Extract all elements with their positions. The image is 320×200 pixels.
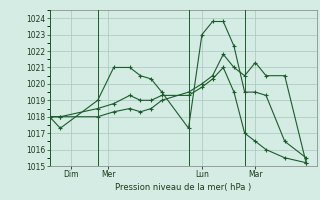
X-axis label: Pression niveau de la mer( hPa ): Pression niveau de la mer( hPa ) [115,183,251,192]
